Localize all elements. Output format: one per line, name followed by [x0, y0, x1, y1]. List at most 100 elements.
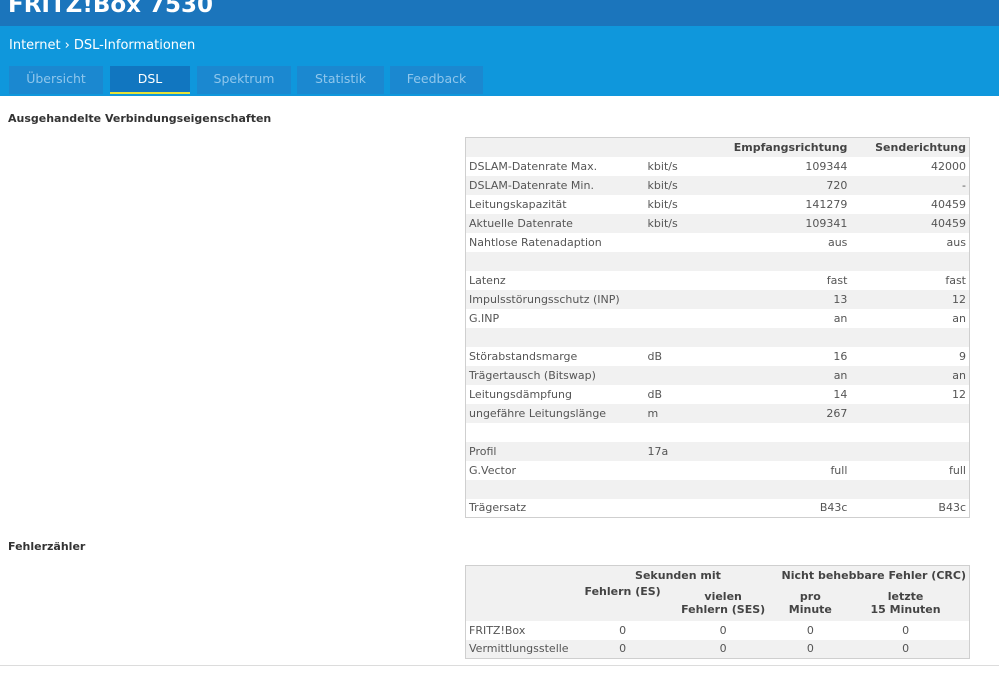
row-label: Leitungskapazität	[469, 197, 567, 211]
divider	[0, 665, 999, 666]
row-label	[466, 423, 645, 442]
row-rx-value	[731, 423, 851, 442]
row-rx-value	[731, 480, 851, 499]
table-row: Trägertausch (Bitswap) an an	[465, 365, 970, 385]
row-unit	[645, 271, 731, 290]
row-unit	[645, 290, 731, 309]
connection-properties-table: Empfangsrichtung Senderichtung DSLAM-Dat…	[465, 137, 970, 518]
row-unit	[645, 309, 731, 328]
row-tx-value: an	[952, 311, 966, 325]
table-row	[465, 251, 970, 271]
header-per-minute-line1: pro	[799, 589, 821, 603]
row-rx-value: aus	[827, 235, 848, 249]
header-ses-line1: vielen	[704, 589, 742, 603]
table-header-group-row: Sekunden mit Nicht behebbare Fehler (CRC…	[465, 565, 970, 585]
row-rx-value: 13	[833, 292, 848, 306]
row-rx-value	[731, 252, 851, 271]
row-rx-value: 720	[826, 178, 848, 192]
row-unit: kbit/s	[647, 197, 678, 211]
row-unit	[645, 423, 731, 442]
row-unit	[645, 480, 731, 499]
table-row	[466, 423, 970, 442]
row-unit	[645, 328, 731, 347]
row-unit	[645, 252, 731, 271]
row-tx-value: aus	[946, 235, 966, 249]
row-tx-value: 42000	[931, 159, 966, 173]
header-empty	[645, 138, 731, 157]
table-row: G.INP an an	[466, 309, 970, 328]
row-rx-value: 267	[826, 406, 848, 420]
row-rx-value: 141279	[805, 197, 848, 211]
row-label: Vermittlungsstelle	[469, 642, 569, 656]
row-unit: kbit/s	[647, 178, 678, 192]
table-header-row: Empfangsrichtung Senderichtung	[465, 137, 970, 157]
tab-dsl[interactable]: DSL	[110, 66, 190, 94]
row-unit	[645, 499, 731, 518]
row-tx-value: 40459	[931, 216, 966, 230]
row-rx-value	[731, 442, 851, 461]
header-last-15: letzte 15 Minuten	[842, 585, 969, 621]
header: Internet › DSL-Informationen Übersicht DSL…	[0, 26, 999, 96]
header-empty	[466, 138, 645, 157]
header-empty	[466, 585, 578, 621]
table-row: G.Vector full full	[466, 461, 970, 480]
row-tx-value: B43c	[938, 501, 966, 515]
row-label	[466, 480, 645, 499]
row-tx-value: -	[962, 178, 966, 192]
tab-statistik[interactable]: Statistik	[297, 66, 384, 94]
row-tx-value	[850, 252, 969, 271]
tab-feedback[interactable]: Feedback	[390, 66, 483, 94]
tab-spektrum[interactable]: Spektrum	[197, 66, 291, 94]
row-label	[466, 328, 645, 347]
row-unit: 17a	[647, 444, 669, 458]
row-per-minute-value: 0	[806, 642, 814, 656]
header-es: Fehlern (ES)	[577, 585, 667, 621]
row-tx-value	[850, 328, 969, 347]
table-row: Leitungskapazität kbit/s 141279 40459	[466, 195, 970, 214]
table-row: Leitungsdämpfung dB 14 12	[466, 385, 970, 404]
row-tx-value: an	[952, 368, 966, 382]
row-label: Profil	[469, 444, 497, 458]
breadcrumb-parent-link[interactable]: Internet	[9, 38, 61, 53]
breadcrumb: Internet › DSL-Informationen	[9, 38, 195, 53]
row-label: Leitungsdämpfung	[469, 387, 572, 401]
row-tx-value: 9	[959, 349, 966, 363]
row-tx-value: 40459	[931, 197, 966, 211]
row-label: FRITZ!Box	[469, 623, 526, 637]
row-label: Trägertausch (Bitswap)	[469, 368, 596, 382]
header-crc: Nicht behebbare Fehler (CRC)	[781, 568, 966, 582]
tab-uebersicht[interactable]: Übersicht	[9, 66, 103, 94]
table-row: Vermittlungsstelle 0 0 0 0	[465, 639, 970, 659]
row-unit: dB	[647, 349, 663, 363]
row-unit	[645, 366, 731, 385]
row-es-value: 0	[619, 623, 627, 637]
row-rx-value: 14	[833, 387, 848, 401]
header-es-label: Fehlern (ES)	[584, 584, 661, 598]
row-label: G.INP	[469, 311, 500, 325]
row-tx-value	[850, 480, 969, 499]
row-ses-value: 0	[719, 623, 727, 637]
header-empfangsrichtung: Empfangsrichtung	[733, 140, 848, 154]
row-per-minute-value: 0	[806, 623, 814, 637]
row-tx-value: 12	[952, 292, 966, 306]
row-tx-value: fast	[945, 273, 966, 287]
row-unit: m	[647, 406, 659, 420]
header-per-minute-line2: Minute	[788, 602, 832, 616]
header-ses-line2: Fehlern (SES)	[681, 602, 766, 616]
row-label: Nahtlose Ratenadaption	[469, 235, 602, 249]
table-row: DSLAM-Datenrate Max. kbit/s 109344 42000	[466, 157, 970, 176]
row-label: ungefähre Leitungslänge	[469, 406, 607, 420]
row-rx-value: full	[830, 463, 848, 477]
table-row: FRITZ!Box 0 0 0 0	[466, 621, 970, 640]
row-rx-value: an	[833, 311, 848, 325]
table-row: Nahtlose Ratenadaption aus aus	[466, 233, 970, 252]
row-unit	[645, 233, 731, 252]
top-bar: FRITZ!Box 7530	[0, 0, 999, 26]
row-unit: kbit/s	[647, 159, 678, 173]
table-row: ungefähre Leitungslänge m 267	[465, 403, 970, 423]
table-row: Störabstandsmarge dB 16 9	[466, 347, 970, 366]
chevron-right-icon: ›	[64, 38, 70, 53]
row-unit	[645, 461, 731, 480]
table-row: Profil 17a	[465, 441, 970, 461]
row-rx-value: 109344	[805, 159, 848, 173]
